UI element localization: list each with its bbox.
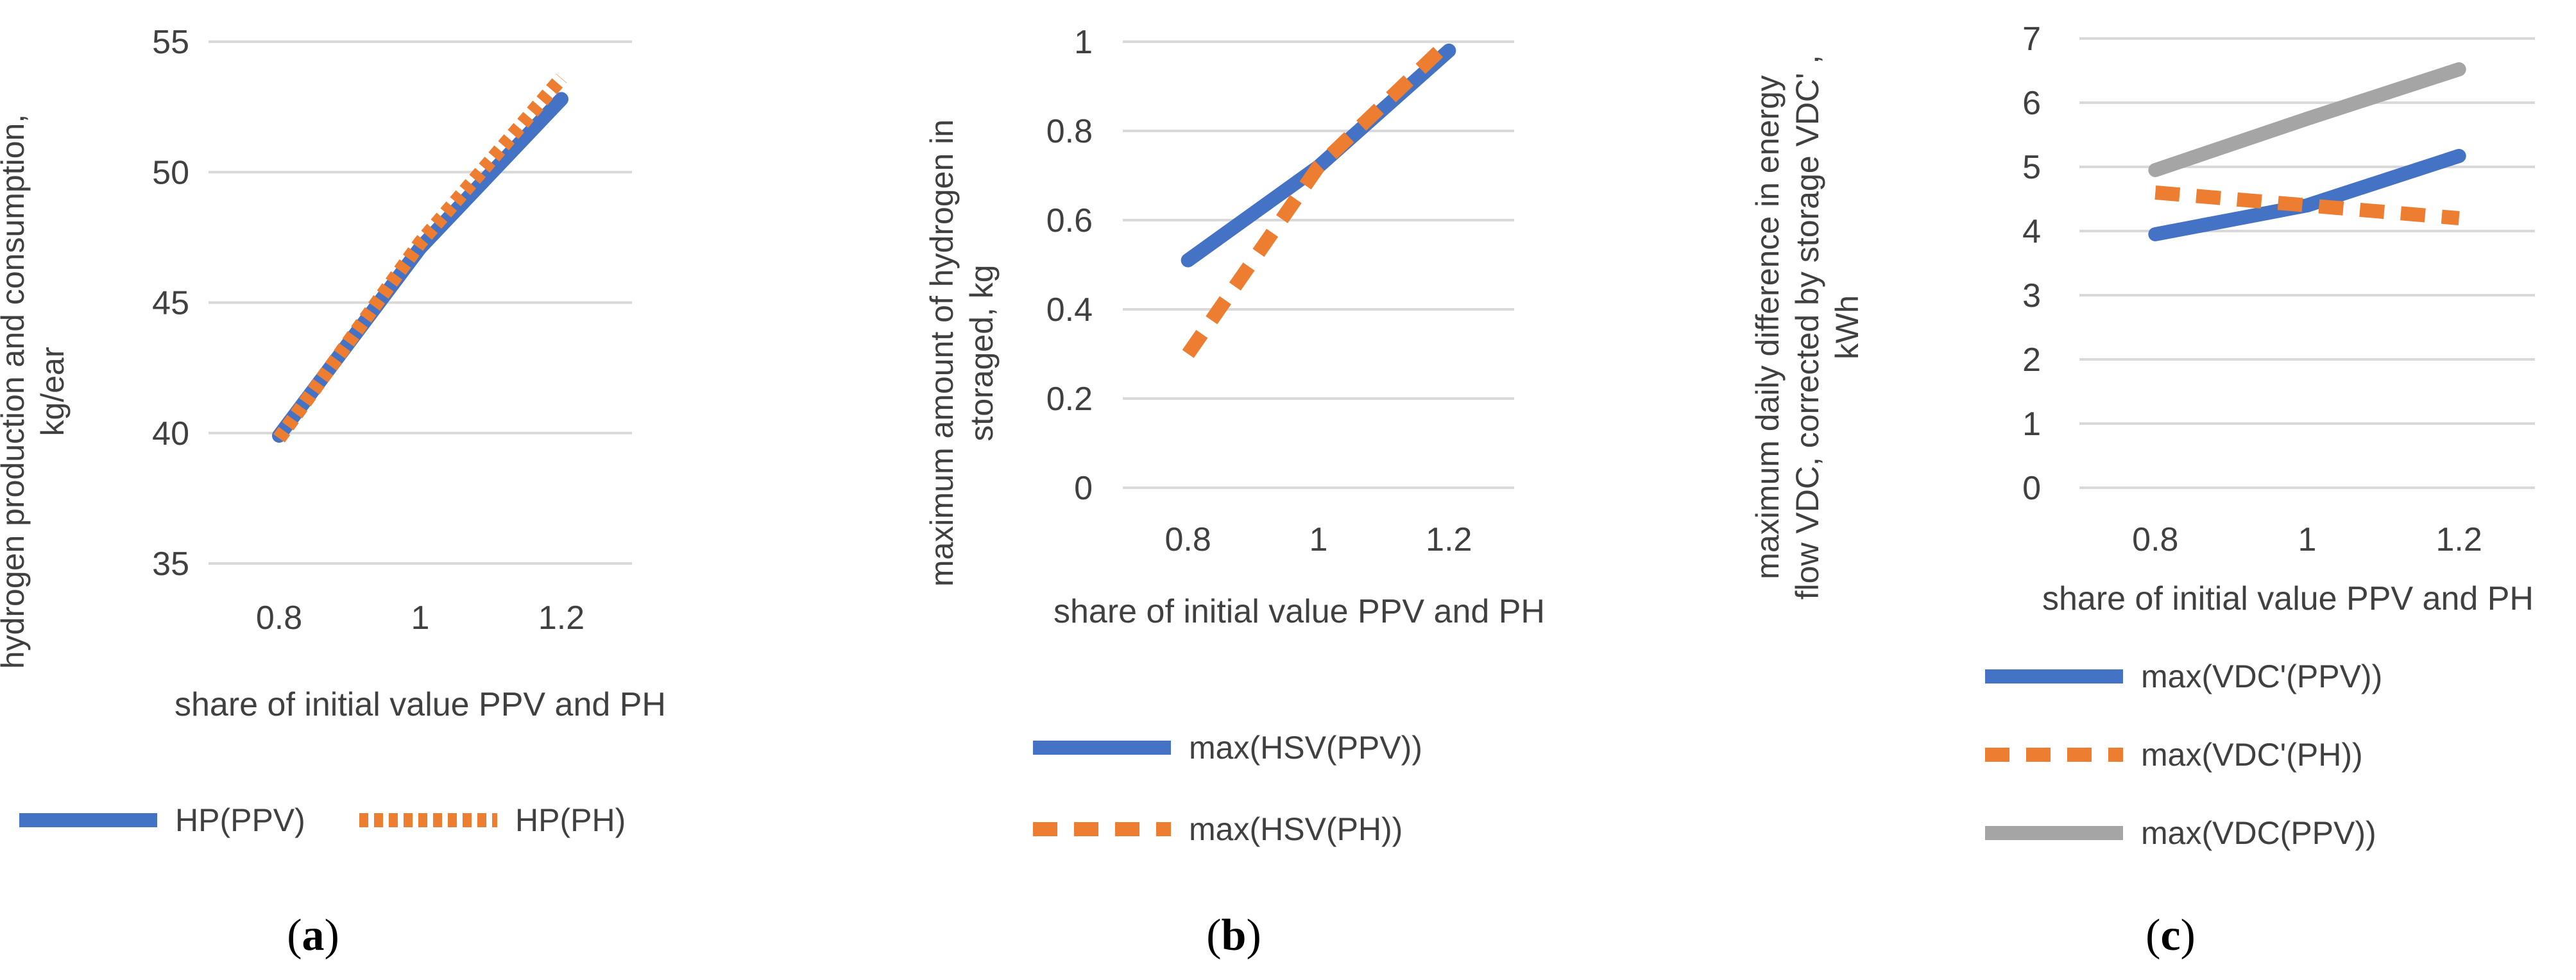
x-tick-label: 0.8 [2132, 521, 2178, 558]
y-axis-label-line: kg/ear [35, 347, 71, 436]
data-point [1317, 166, 1320, 168]
panel-caption: (b) [1206, 911, 1261, 960]
y-tick-label: 0.4 [1046, 291, 1093, 329]
x-tick-label: 1.2 [1426, 521, 1472, 558]
y-tick-label: 2 [2022, 341, 2041, 379]
chart-b: 0 0.2 0.4 0.6 0.8 1 0.8 1 1.2 share of initial va… [924, 24, 1545, 960]
data-point [2154, 191, 2156, 194]
data-point [2458, 68, 2461, 71]
legend-label: HP(PH) [515, 802, 626, 838]
y-tick-label: 45 [152, 285, 189, 322]
chart-c: 0 1 2 3 4 5 6 7 0.8 1 1.2 share of initial value PP… [1750, 21, 2535, 960]
data-point [419, 241, 422, 244]
x-axis-label: share of initial value PPV and PH [2042, 580, 2534, 617]
y-axis-label: hydrogen production and consumption,kg/e… [0, 114, 71, 669]
legend-label: HP(PPV) [175, 802, 305, 838]
series-line-HP(PH) [273, 73, 567, 443]
y-tick-label: 3 [2022, 277, 2041, 314]
data-point [2154, 233, 2156, 236]
gridlines [1123, 40, 1514, 489]
panel-caption: (c) [2145, 911, 2196, 960]
x-tick-label: 1 [411, 599, 430, 637]
y-axis-label: maximum daily difference in energy flow V… [1750, 55, 1865, 600]
y-tick-label: 0 [1074, 470, 1093, 507]
data-point [560, 98, 563, 100]
data-point [2154, 169, 2156, 171]
y-axis-label-line: storaged, kg [964, 264, 1000, 441]
data-point [1447, 40, 1450, 43]
y-tick-label: 0.8 [1046, 113, 1093, 150]
y-tick-label: 35 [152, 546, 189, 583]
y-tick-label: 0.6 [1046, 202, 1093, 239]
y-tick-label: 1 [1074, 24, 1093, 61]
legend-label: max(VDC'(PPV)) [2141, 658, 2382, 694]
data-point [2306, 204, 2308, 207]
data-point [2458, 155, 2461, 157]
chart-a: 35 40 45 50 55 0.8 1 1.2 share of initial value … [0, 24, 666, 960]
data-point [278, 437, 280, 440]
data-point [2458, 217, 2461, 219]
y-tick-label: 4 [2022, 213, 2041, 250]
y-tick-label: 40 [152, 415, 189, 452]
x-axis-label: share of initial value PPV and PH [1053, 593, 1545, 630]
series-line-max(VDC'(PH)) [2154, 185, 2460, 225]
legend-label: max(VDC(PPV)) [2141, 815, 2376, 851]
legend-label: max(VDC'(PH)) [2141, 737, 2363, 773]
y-axis-label-line: maximum daily difference in energy [1750, 75, 1786, 580]
x-tick-label: 1 [2298, 521, 2317, 558]
y-axis-label-line: hydrogen production and consumption, [0, 114, 31, 669]
x-tick-label: 0.8 [256, 599, 302, 637]
data-point [560, 77, 563, 80]
x-tick-label: 0.8 [1165, 521, 1211, 558]
panel-caption: (a) [287, 911, 339, 960]
y-axis-label: maximum amount of hydrogen in storaged, k… [924, 119, 1000, 587]
data-point [1447, 49, 1450, 52]
gridlines [209, 40, 632, 565]
data-point [1187, 353, 1190, 356]
y-tick-label: 0.2 [1046, 381, 1093, 418]
gridlines [2079, 37, 2535, 489]
panel-caption-letter: c [2160, 911, 2180, 960]
y-axis-label-line: flow VDC, corrected by storage VDC' , [1789, 55, 1825, 600]
data-point [2306, 117, 2308, 120]
panel-caption-letter: a [302, 911, 325, 960]
data-point [1187, 259, 1190, 262]
x-axis-label: share of initial value PPV and PH [175, 686, 666, 723]
series-line-max(VDC(PPV)) [2148, 62, 2466, 177]
series-line-max(HSV(PH)) [1182, 37, 1454, 358]
y-tick-label: 6 [2022, 85, 2041, 122]
x-tick-label: 1.2 [538, 599, 584, 637]
panel-caption-letter: b [1222, 911, 1247, 960]
legend-label: max(HSV(PPV)) [1189, 730, 1422, 766]
y-tick-label: 50 [152, 154, 189, 191]
y-tick-label: 5 [2022, 149, 2041, 186]
y-axis-label-line: kWh [1829, 295, 1865, 359]
x-tick-label: 1 [1309, 521, 1328, 558]
y-tick-label: 0 [2022, 470, 2041, 507]
y-tick-label: 1 [2022, 406, 2041, 443]
y-axis-label-line: maximum amount of hydrogen in [924, 119, 960, 587]
legend-label: max(HSV(PH)) [1189, 811, 1403, 847]
x-tick-label: 1.2 [2436, 521, 2482, 558]
series-line-max(VDC'(PPV)) [2148, 149, 2466, 241]
y-tick-label: 7 [2022, 21, 2041, 58]
y-tick-label: 55 [152, 24, 189, 61]
